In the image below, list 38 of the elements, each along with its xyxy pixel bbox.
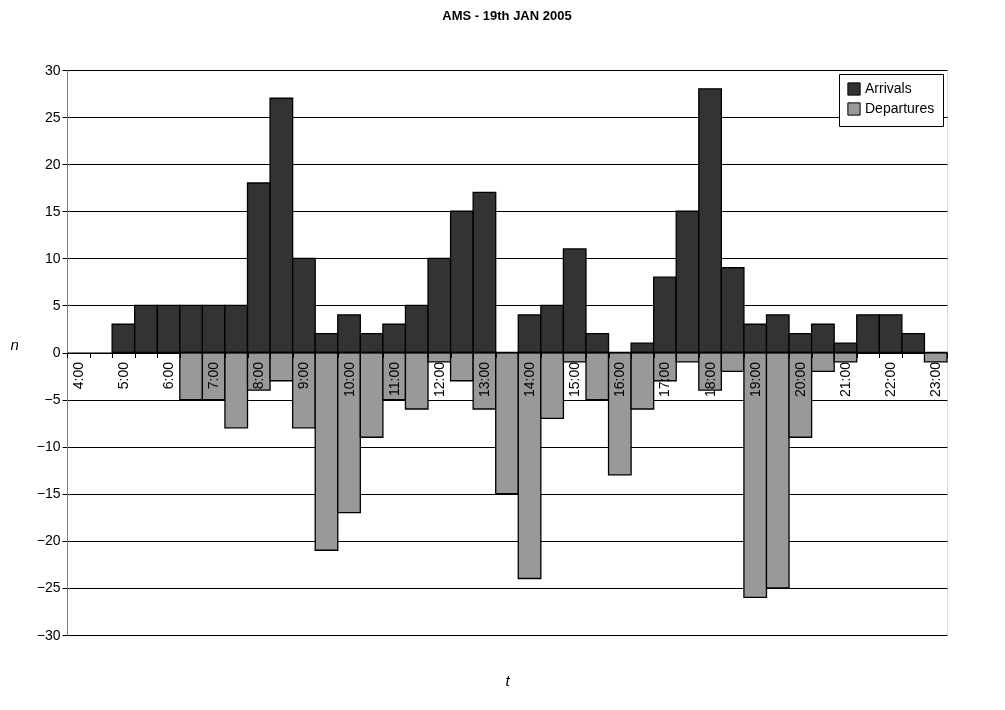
x-tick-label: 23:00 [927,361,944,398]
chart-title: AMS - 19th JAN 2005 [442,8,572,23]
x-tick-label: 8:00 [250,361,267,390]
x-tick-label: 12:00 [430,361,447,398]
x-tick-label: 6:00 [160,361,177,390]
y-tick-label: 0 [52,344,61,360]
x-tick-label: 15:00 [566,361,583,398]
y-tick-label: −25 [36,579,61,596]
y-axis-title: n [10,336,19,353]
x-tick-label: 14:00 [521,361,538,398]
x-axis-title: t [505,671,511,689]
x-tick-label: 19:00 [746,361,763,398]
x-tick-label: 22:00 [882,361,899,398]
x-tick-label: 9:00 [295,361,312,390]
y-tick-label: −15 [36,485,61,502]
y-tick-label: 15 [44,202,61,219]
x-tick-label: 11:00 [385,361,402,396]
x-tick-label: 7:00 [205,361,222,390]
y-tick-label: 10 [44,249,61,266]
x-tick-label: 17:00 [656,361,673,398]
x-tick-label: 4:00 [69,361,86,390]
x-tick-label: 20:00 [791,361,808,398]
x-tick-label: 16:00 [611,361,628,398]
y-tick-label: −5 [44,391,61,408]
x-tick-label: 10:00 [340,361,357,398]
x-tick-label: 13:00 [475,361,492,398]
y-tick-label: −30 [36,626,61,643]
y-tick-label: 30 [44,61,61,78]
legend-label: Departures [865,100,935,116]
y-tick-label: −10 [36,438,61,455]
x-tick-label: 21:00 [836,361,853,398]
legend-label: Arrivals [865,80,912,96]
y-tick-label: 5 [52,296,61,313]
y-tick-label: 25 [44,108,61,125]
x-tick-label: 5:00 [114,361,131,390]
y-tick-label: 20 [44,155,61,172]
y-tick-label: −20 [36,532,61,549]
x-tick-label: 18:00 [701,361,718,398]
